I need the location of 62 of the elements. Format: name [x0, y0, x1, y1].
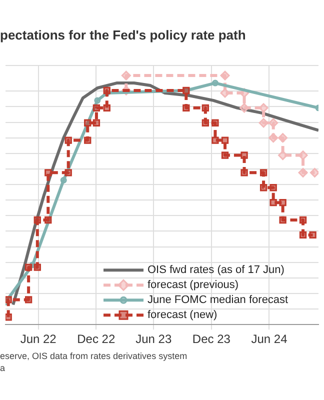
- point: [268, 133, 278, 143]
- point: [103, 104, 110, 112]
- legend-label: forecast (new): [148, 309, 218, 322]
- point: [44, 216, 52, 224]
- point: [299, 231, 307, 239]
- point: [92, 104, 100, 112]
- point: [212, 136, 219, 144]
- point: [270, 184, 277, 192]
- point: [270, 198, 277, 206]
- point: [6, 296, 12, 304]
- point: [60, 176, 67, 184]
- point: [24, 296, 32, 304]
- x-tick-label: Jun 24: [251, 332, 288, 346]
- point: [258, 118, 268, 128]
- point: [240, 169, 248, 176]
- chart-title: pectations for the Fed's policy rate path: [0, 27, 246, 42]
- point: [34, 216, 41, 224]
- point: [220, 70, 230, 80]
- point: [6, 314, 12, 321]
- point: [279, 198, 286, 206]
- point: [84, 119, 92, 126]
- legend-label: forecast (previous): [148, 279, 239, 292]
- point: [240, 103, 250, 113]
- legend-label: OIS fwd rates (as of 17 Jun): [148, 264, 284, 276]
- point: [278, 133, 288, 143]
- point: [103, 86, 110, 94]
- legend-label: June FOMC median forecast: [148, 294, 288, 306]
- point: [64, 136, 72, 144]
- x-tick-label: Jun 23: [136, 332, 172, 346]
- point: [309, 231, 316, 239]
- point: [24, 264, 32, 271]
- point: [240, 152, 248, 159]
- point: [221, 136, 229, 144]
- point: [260, 184, 268, 192]
- text: eserve, OIS data from rates derivatives system: [0, 350, 188, 361]
- point: [202, 104, 210, 112]
- point: [220, 88, 230, 98]
- point: [121, 70, 131, 80]
- point: [299, 216, 307, 224]
- point: [182, 104, 190, 112]
- point: [221, 152, 229, 159]
- x-tick-label: Dec 23: [192, 332, 231, 346]
- point: [298, 150, 308, 160]
- point: [298, 168, 308, 178]
- text: a: [0, 362, 6, 373]
- point: [278, 150, 288, 160]
- point: [64, 169, 72, 176]
- point: [258, 103, 268, 113]
- point: [268, 118, 278, 128]
- point: [310, 168, 318, 178]
- point: [44, 169, 52, 176]
- point: [212, 80, 218, 86]
- point: [202, 119, 210, 126]
- point: [212, 119, 219, 126]
- x-tick-label: Jun 22: [20, 332, 57, 346]
- point: [34, 264, 41, 271]
- x-tick-label: Dec 22: [77, 332, 116, 346]
- point: [92, 119, 100, 126]
- point: [279, 216, 286, 224]
- point: [94, 97, 101, 104]
- point: [260, 169, 268, 176]
- point: [84, 136, 92, 144]
